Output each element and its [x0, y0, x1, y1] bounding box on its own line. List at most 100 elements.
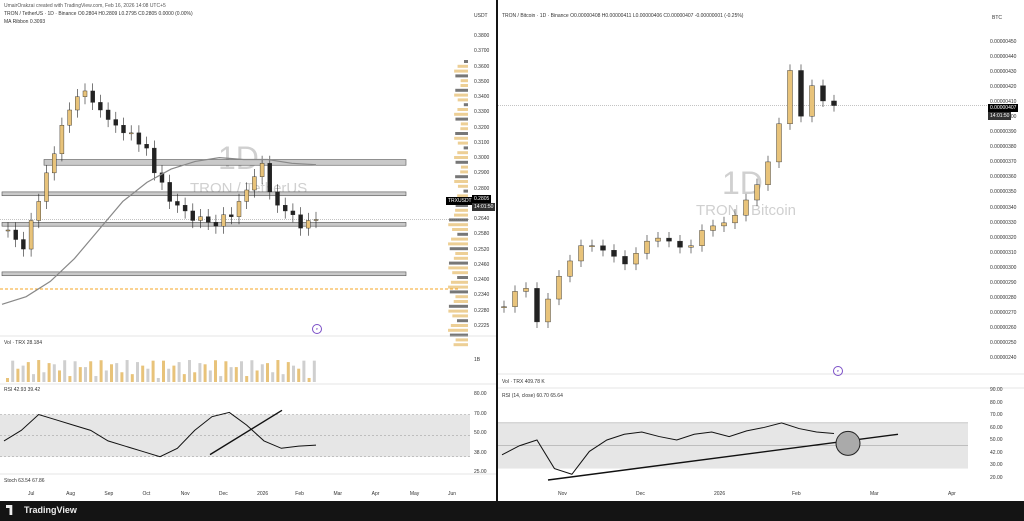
time-tick-label: Mar [870, 491, 879, 497]
candle-body [600, 245, 606, 251]
time-tick-label: Feb [792, 491, 801, 497]
candle-body [236, 201, 242, 217]
rsi-label: RSI (14, close) 60.70 65.64 [502, 393, 563, 399]
volume-profile-bar [448, 266, 468, 270]
volume-bar [16, 368, 20, 382]
time-tick-label: Jul [28, 491, 35, 497]
volume-profile-bar [463, 146, 468, 150]
time-tick-label: 2026 [714, 491, 726, 497]
event-icon[interactable]: e [312, 324, 322, 334]
volume-profile-bar [455, 295, 468, 299]
candle-body [82, 90, 88, 97]
right-chart-panel[interactable]: TRON / Bitcoin · 1D · Binance O0.0000040… [498, 0, 1024, 501]
volume-bar [307, 377, 311, 382]
candle-body [787, 70, 793, 125]
price-tick-label: 0.00000440 [990, 54, 1017, 61]
time-tick-label: Dec [218, 491, 228, 497]
price-tick-label: 0.00000340 [990, 204, 1017, 211]
tradingview-logo-icon[interactable] [6, 505, 23, 516]
volume-bar [312, 360, 316, 382]
left-chart-canvas[interactable] [0, 0, 496, 501]
volume-bar [182, 374, 186, 382]
price-tick-label: 0.00000260 [990, 324, 1017, 331]
volume-profile-bar [455, 88, 468, 92]
volume-bar [120, 372, 124, 382]
volume-bar [292, 365, 295, 382]
price-tick-label: 0.3100 [474, 139, 490, 146]
volume-bar [276, 360, 280, 382]
volume-bar [63, 360, 67, 382]
volume-profile-bar [453, 300, 468, 303]
volume-bar [203, 364, 207, 382]
volume-bar [99, 360, 103, 382]
left-chart-panel[interactable]: UmairOrakzai created with TradingView.co… [0, 0, 496, 501]
volume-bar [156, 377, 160, 382]
volume-profile-bar [455, 208, 468, 212]
volume-profile-bar [454, 180, 468, 183]
candle-body [512, 291, 518, 307]
price-tick-label: 0.2340 [474, 292, 490, 299]
volume-bar [130, 374, 134, 382]
volume-profile-bar [454, 69, 468, 73]
rsi-band [0, 414, 470, 457]
rsi-line [3, 411, 317, 458]
price-tag-price: 0.00000407 [988, 104, 1019, 112]
support-zone [1, 271, 407, 277]
volume-profile-bar [448, 261, 468, 265]
volume-bar [302, 360, 306, 382]
time-tick-label: Nov [558, 491, 567, 497]
price-tick-label: 0.3300 [474, 109, 490, 116]
rsi-tick-label: 42.00 [990, 449, 1003, 456]
volume-bar [151, 360, 155, 382]
volume-profile-bar [460, 122, 468, 126]
event-icon[interactable]: e [833, 366, 843, 376]
candle-body [578, 245, 584, 262]
support-zone [43, 159, 407, 166]
price-tick-label: 0.00000320 [990, 234, 1017, 241]
volume-bar [47, 363, 51, 382]
volume-bar [177, 362, 181, 382]
volume-profile-bar [455, 338, 468, 342]
price-tick-label: 0.00000270 [990, 309, 1017, 316]
candle-body [611, 250, 617, 257]
candle-body [655, 237, 661, 242]
rsi-tick-label: 25.00 [474, 469, 487, 475]
time-tick-label: May [409, 491, 420, 497]
price-tick-label: 0.2225 [474, 323, 490, 329]
time-tick-label: Apr [371, 491, 380, 497]
footer-bar: TradingView [0, 501, 1024, 521]
volume-bar [21, 365, 25, 382]
right-chart-canvas[interactable] [498, 0, 1024, 501]
candle-body [144, 144, 149, 149]
volume-bar [172, 365, 176, 382]
candle-body [820, 85, 826, 102]
candle-body [831, 100, 837, 106]
volume-bar [198, 363, 202, 382]
brand-name[interactable]: TradingView [24, 505, 77, 515]
candle-body [765, 161, 771, 185]
volume-bar [73, 361, 77, 382]
volume-bar [52, 364, 56, 382]
candle-body [776, 123, 782, 163]
volume-profile-bar [454, 136, 468, 140]
candle-body [159, 172, 165, 183]
price-tick-label: 0.00000290 [990, 279, 1017, 286]
time-tick-label: Apr [948, 491, 956, 497]
price-tag-countdown: 14:01:50 [988, 112, 1012, 120]
price-tag-countdown: 14:01:50 [472, 203, 496, 211]
candle-body [534, 288, 540, 323]
candle-body [259, 163, 265, 177]
candle-body [298, 214, 303, 229]
volume-profile-bar [456, 319, 468, 323]
candle-body [809, 85, 815, 117]
volume-bar [68, 376, 72, 382]
volume-bar [125, 360, 129, 382]
volume-profile-bar [454, 156, 468, 159]
price-tick-label: 0.2520 [474, 246, 490, 253]
volume-bar [260, 364, 264, 382]
volume-profile-bar [460, 165, 468, 169]
candle-body [221, 214, 226, 227]
rsi-tick-label: 38.00 [474, 449, 487, 456]
volume-profile-bar [455, 252, 468, 255]
volume-bar [89, 361, 93, 382]
